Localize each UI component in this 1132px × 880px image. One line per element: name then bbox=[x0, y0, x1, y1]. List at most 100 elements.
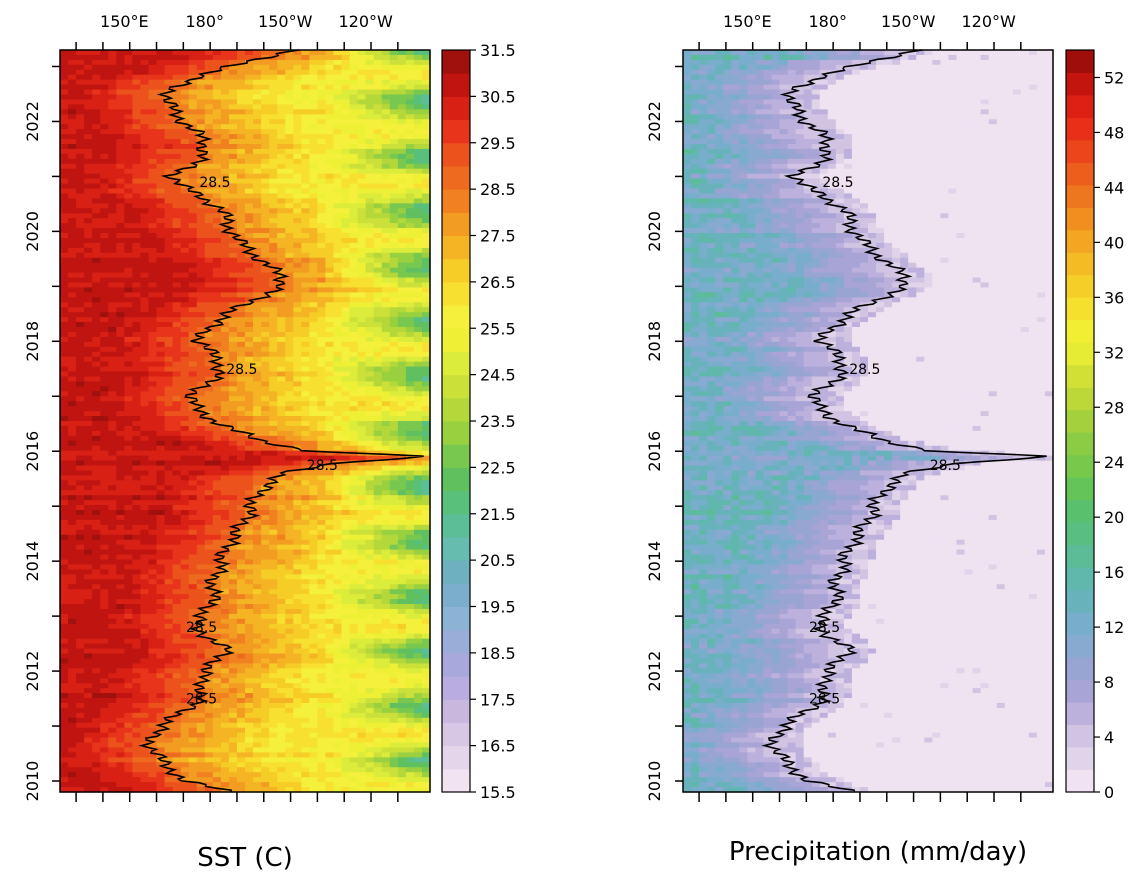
sst-heat-cell bbox=[325, 79, 335, 86]
sst-heat-cell bbox=[373, 440, 383, 447]
sst-heat-cell bbox=[285, 183, 294, 190]
sst-heat-cell bbox=[285, 440, 294, 447]
sst-heat-cell bbox=[228, 450, 238, 457]
sst-heat-cell bbox=[228, 544, 238, 551]
sst-heat-cell bbox=[228, 465, 238, 472]
sst-heat-cell bbox=[164, 327, 174, 333]
sst-heat-cell bbox=[68, 114, 77, 120]
sst-heat-cell bbox=[60, 50, 69, 56]
sst-heat-cell bbox=[236, 465, 246, 472]
sst-heat-cell bbox=[92, 569, 101, 575]
sst-heat-cell bbox=[269, 233, 278, 239]
sst-heat-cell bbox=[293, 495, 302, 501]
sst-heat-cell bbox=[236, 539, 246, 546]
sst-heat-cell bbox=[196, 490, 206, 496]
sst-heat-cell bbox=[172, 371, 182, 378]
sst-heat-cell bbox=[220, 425, 230, 432]
sst-heat-cell bbox=[68, 198, 77, 204]
sst-heat-cell bbox=[381, 421, 391, 427]
sst-heat-cell bbox=[373, 54, 383, 61]
sst-heat-cell bbox=[212, 327, 222, 333]
sst-heat-cell bbox=[309, 500, 318, 506]
sst-heat-cell bbox=[116, 237, 125, 244]
sst-heat-cell bbox=[365, 331, 375, 338]
sst-heat-cell bbox=[365, 218, 375, 224]
sst-heat-cell bbox=[100, 455, 109, 462]
sst-heat-cell bbox=[413, 401, 423, 407]
sst-heat-cell bbox=[269, 331, 278, 338]
sst-heat-cell bbox=[124, 366, 133, 373]
sst-heat-cell bbox=[196, 336, 206, 343]
sst-heat-cell bbox=[100, 163, 109, 170]
sst-heat-cell bbox=[156, 69, 166, 76]
sst-heat-cell bbox=[212, 188, 222, 195]
sst-heat-cell bbox=[373, 247, 383, 254]
sst-heat-cell bbox=[341, 569, 351, 575]
sst-heat-cell bbox=[156, 163, 166, 170]
sst-heat-cell bbox=[357, 188, 367, 195]
sst-heat-cell bbox=[124, 163, 133, 170]
sst-heat-cell bbox=[76, 514, 85, 521]
sst-heat-cell bbox=[76, 564, 85, 570]
sst-heat-cell bbox=[196, 470, 206, 477]
sst-heat-cell bbox=[381, 524, 391, 531]
sst-heat-cell bbox=[180, 163, 190, 170]
sst-heat-cell bbox=[92, 94, 101, 101]
sst-heat-cell bbox=[333, 564, 343, 570]
sst-heat-cell bbox=[236, 460, 246, 467]
sst-heat-cell bbox=[261, 529, 270, 536]
sst-heat-cell bbox=[349, 371, 359, 378]
sst-heat-cell bbox=[381, 495, 391, 501]
sst-heat-cell bbox=[140, 391, 150, 397]
sst-heat-cell bbox=[140, 178, 150, 185]
sst-heat-cell bbox=[60, 193, 69, 199]
sst-heat-cell bbox=[301, 203, 310, 209]
sst-heat-cell bbox=[317, 510, 327, 516]
sst-heat-cell bbox=[317, 218, 327, 224]
sst-heat-cell bbox=[204, 84, 214, 91]
sst-heat-cell bbox=[413, 569, 423, 575]
sst-heat-cell bbox=[212, 465, 222, 472]
sst-heat-cell bbox=[381, 505, 391, 511]
sst-heat-cell bbox=[108, 361, 117, 368]
sst-heat-cell bbox=[156, 500, 166, 506]
sst-heat-cell bbox=[421, 376, 431, 383]
sst-heat-cell bbox=[405, 228, 415, 234]
sst-heat-cell bbox=[60, 564, 69, 570]
sst-heat-cell bbox=[212, 346, 222, 353]
sst-heat-cell bbox=[389, 178, 399, 185]
sst-heat-cell bbox=[405, 89, 415, 96]
sst-heat-cell bbox=[397, 475, 407, 481]
sst-heat-cell bbox=[220, 208, 230, 214]
sst-heat-cell bbox=[236, 54, 246, 61]
sst-heat-cell bbox=[180, 267, 190, 274]
sst-heat-cell bbox=[325, 361, 335, 368]
sst-heat-cell bbox=[212, 94, 222, 101]
sst-heat-cell bbox=[100, 411, 109, 417]
sst-heat-cell bbox=[253, 396, 262, 402]
sst-heat-cell bbox=[405, 139, 415, 145]
sst-heat-cell bbox=[60, 366, 69, 373]
sst-heat-cell bbox=[180, 119, 190, 125]
sst-heat-cell bbox=[100, 54, 109, 61]
sst-heat-cell bbox=[196, 495, 206, 501]
sst-heat-cell bbox=[84, 524, 93, 531]
sst-heat-cell bbox=[148, 327, 158, 333]
sst-heat-cell bbox=[333, 534, 343, 541]
sst-heat-cell bbox=[245, 198, 254, 204]
sst-heat-cell bbox=[172, 361, 182, 368]
sst-heat-cell bbox=[196, 99, 206, 106]
sst-heat-cell bbox=[204, 579, 214, 585]
sst-heat-cell bbox=[325, 188, 335, 195]
sst-heat-cell bbox=[245, 490, 254, 496]
sst-heat-cell bbox=[245, 242, 254, 249]
sst-heat-cell bbox=[397, 544, 407, 551]
sst-heat-cell bbox=[68, 401, 77, 407]
sst-heat-cell bbox=[76, 411, 85, 417]
sst-heat-cell bbox=[180, 54, 190, 61]
sst-heat-cell bbox=[317, 559, 327, 566]
sst-heat-cell bbox=[124, 500, 133, 506]
sst-heat-cell bbox=[317, 529, 327, 536]
sst-heat-cell bbox=[245, 386, 254, 392]
sst-heat-cell bbox=[60, 559, 69, 566]
